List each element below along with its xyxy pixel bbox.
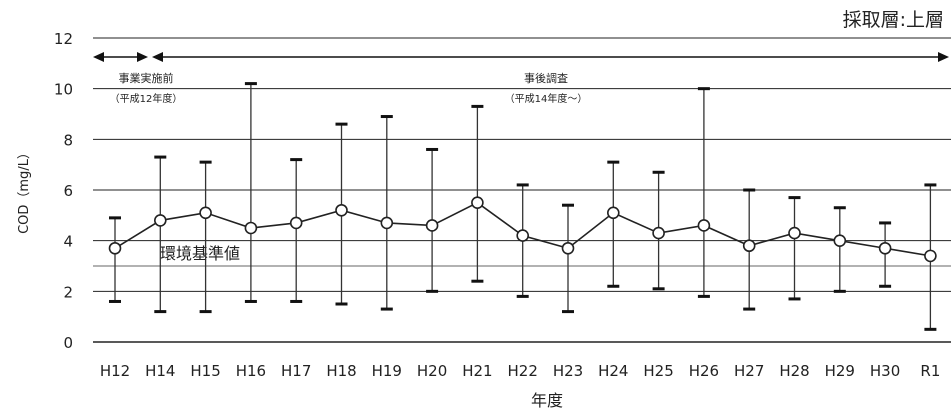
x-tick-label: H20: [417, 362, 447, 380]
mean-point: [561, 241, 575, 255]
x-tick-label: H26: [689, 362, 719, 380]
mean-point: [878, 241, 892, 255]
period-arrow-head-right: [938, 52, 949, 62]
period-arrow-head-right: [137, 52, 148, 62]
x-tick-label: H14: [145, 362, 175, 380]
y-tick-label: 8: [63, 131, 73, 149]
x-tick-labels: H12 H14 H15 H16 H17 H18 H19 H20 H21 H22 H23 H24 H25 H…: [100, 362, 941, 380]
y-tick-label: 2: [63, 283, 73, 301]
x-tick-label: H27: [734, 362, 764, 380]
y-tick-labels: 0 2 4 6 8 10 12: [54, 30, 73, 352]
mean-point: [199, 206, 212, 220]
x-tick-label: H18: [326, 362, 356, 380]
x-tick-label: H12: [100, 362, 130, 380]
y-tick-label: 12: [54, 30, 73, 48]
period-label: 事後調査: [524, 71, 568, 85]
x-tick-label: H23: [553, 362, 583, 380]
reference-line-label: 環境基準値: [160, 244, 240, 263]
x-tick-label: H28: [779, 362, 809, 380]
period-annotations: 事業実施前 （平成12年度） 事後調査 （平成14年度～）: [93, 52, 949, 105]
mean-point: [425, 219, 439, 232]
x-tick-label: H17: [281, 362, 311, 380]
mean-point: [516, 229, 530, 242]
period-arrow-head-left: [152, 52, 163, 62]
y-tick-label: 0: [63, 334, 73, 352]
mean-point: [606, 206, 620, 220]
x-tick-label: H19: [372, 362, 402, 380]
mean-point: [833, 234, 847, 247]
x-tick-label: H29: [825, 362, 855, 380]
y-tick-label: 6: [63, 182, 73, 200]
period-arrow-head-left: [93, 52, 104, 62]
x-tick-label: H16: [236, 362, 266, 380]
mean-point: [652, 226, 665, 240]
mean-point: [697, 219, 711, 232]
period-sublabel: （平成12年度）: [110, 92, 183, 105]
x-tick-label: H24: [598, 362, 628, 380]
x-tick-label: H21: [462, 362, 492, 380]
x-tick-label: H25: [643, 362, 673, 380]
mean-point: [471, 196, 484, 209]
y-tick-label: 10: [54, 81, 73, 99]
period-label: 事業実施前: [119, 71, 174, 85]
x-tick-label: H15: [190, 362, 220, 380]
x-tick-label: H30: [870, 362, 900, 380]
x-axis-label: 年度: [531, 391, 563, 410]
mean-point: [788, 226, 801, 240]
x-tick-label: R1: [920, 362, 940, 380]
mean-point: [244, 221, 258, 235]
mean-point: [289, 216, 303, 230]
y-tick-label: 4: [63, 233, 73, 251]
grid-lines: [93, 37, 951, 343]
mean-points: [108, 196, 937, 263]
mean-point: [108, 241, 122, 255]
mean-point: [380, 216, 394, 230]
mean-point: [335, 203, 348, 217]
x-tick-label: H22: [508, 362, 538, 380]
period-sublabel: （平成14年度～）: [505, 92, 588, 105]
mean-point: [742, 239, 756, 253]
range-bars: [109, 82, 937, 331]
mean-point: [924, 249, 937, 263]
mean-point: [154, 214, 167, 227]
chart-title: 採取層:上層: [843, 9, 944, 31]
y-axis-label: COD（mg/L）: [17, 146, 32, 234]
